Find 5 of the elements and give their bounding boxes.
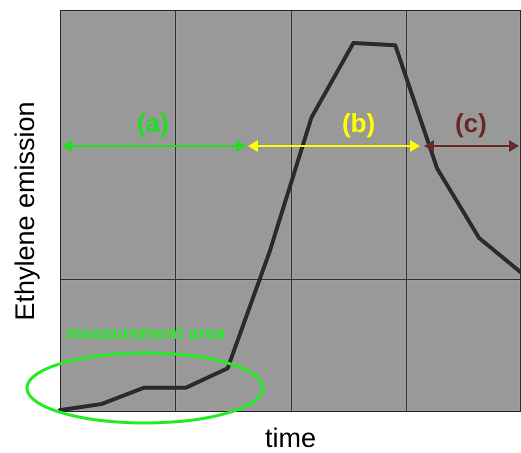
annotation: (a) — [137, 108, 169, 139]
annotation: (c) — [455, 108, 487, 139]
x-axis-title: time — [264, 423, 316, 453]
annotation: (b) — [342, 108, 376, 139]
y-axis-title: Ethylene emission — [10, 101, 40, 321]
